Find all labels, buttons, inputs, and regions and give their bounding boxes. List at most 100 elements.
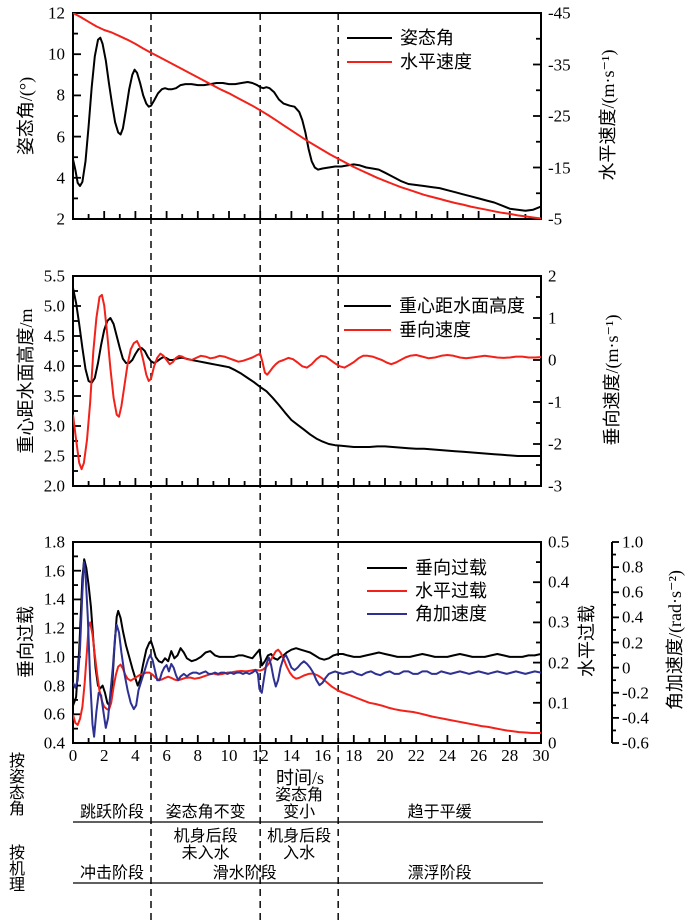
left-tick-label: 10 — [48, 44, 65, 64]
attitude-right-axis-title: 水平速度/(m·s⁻¹) — [598, 49, 618, 181]
left-tick-label: 2.0 — [43, 476, 65, 496]
left-tick-label: 6 — [56, 127, 66, 147]
height-left-axis-title: 重心距水面高度/m — [16, 308, 36, 454]
legend-line-swatch — [347, 37, 392, 39]
legend-line-swatch — [344, 329, 391, 331]
right2-tick-label: -0.6 — [622, 733, 649, 753]
legend-entry: 水平过载 — [367, 579, 487, 602]
right2-tick-label: 0.2 — [622, 633, 644, 652]
left-tick-label: 2.5 — [43, 446, 65, 466]
phase-label-mechanism: 冲击阶段 — [79, 865, 145, 882]
x-tick-label: 28 — [501, 746, 519, 765]
right2-tick-label: -0.4 — [622, 708, 649, 728]
legend-line-swatch — [367, 612, 407, 615]
phase-label-mechanism: 滑水阶段 — [212, 865, 277, 882]
x-tick-label: 22 — [407, 746, 425, 765]
series-垂向过载 — [73, 558, 541, 707]
x-tick-label: 14 — [282, 746, 300, 765]
legend-entry: 姿态角 — [347, 26, 472, 50]
legend-subplot-3: 垂向过载 水平过载 角加速度 — [367, 556, 487, 625]
left-tick-label: 1.4 — [43, 589, 65, 609]
left-tick-label: 2 — [56, 209, 66, 229]
left-tick-label: 4 — [56, 168, 66, 188]
right-tick-label: -3 — [548, 476, 563, 496]
legend-label: 水平过载 — [415, 580, 487, 601]
right2-tick-label: 0.8 — [622, 557, 644, 577]
legend-subplot-2: 重心距水面高度 垂向速度 — [344, 294, 525, 342]
right-tick-label: -5 — [548, 209, 563, 229]
right2-tick-label: 0.6 — [622, 582, 644, 602]
left-tick-label: 3.0 — [43, 416, 65, 436]
series-水平过载 — [73, 621, 541, 734]
right-tick-label: 0 — [548, 350, 557, 370]
phase-label-mechanism: 漂浮阶段 — [407, 865, 472, 882]
phase-label-attitude: 跳跃阶段 — [79, 804, 145, 821]
x-tick-label: 18 — [345, 746, 363, 765]
series-姿态角 — [73, 36, 541, 212]
legend-entry: 垂向速度 — [344, 318, 525, 342]
right2-tick-label: 1.0 — [622, 532, 644, 552]
left-tick-label: 8 — [56, 85, 66, 105]
left-tick-label: 0.4 — [43, 733, 65, 753]
hload-right-axis-title: 水平过载 — [577, 605, 597, 677]
left-tick-label: 4.0 — [43, 356, 65, 376]
right-tick-label: 0.1 — [548, 693, 570, 713]
x-axis-title: 时间/s — [275, 768, 325, 788]
x-tick-label: 2 — [99, 746, 109, 765]
vload-left-axis-title: 垂向过载 — [16, 606, 36, 678]
x-tick-label: 16 — [314, 746, 332, 765]
series-重心距水面高度 — [73, 287, 541, 457]
x-tick-label: 20 — [376, 746, 394, 765]
right-tick-label: -45 — [548, 3, 571, 23]
legend-label: 垂向过载 — [415, 557, 487, 578]
series-垂向速度 — [73, 293, 541, 471]
legend-label: 角加速度 — [415, 603, 487, 624]
side-label-by-attitude: 按姿态角 — [8, 753, 25, 818]
x-tick-label: 12 — [251, 746, 269, 765]
angacc-right-axis-title: 角加速度/(rad·s⁻²) — [665, 570, 685, 710]
plot-frame — [72, 275, 542, 487]
right2-tick-label: -0.2 — [622, 683, 649, 703]
right-tick-label: -25 — [548, 106, 571, 126]
legend-entry: 垂向过载 — [367, 556, 487, 579]
x-tick-label: 10 — [220, 746, 238, 765]
legend-entry: 水平速度 — [347, 50, 472, 74]
left-tick-label: 1.2 — [43, 618, 65, 638]
legend-subplot-1: 姿态角 水平速度 — [347, 26, 472, 74]
plot-frame — [72, 12, 542, 220]
legend-label: 重心距水面高度 — [399, 296, 525, 316]
phase-note-fuselage: 机身后段 入水 — [267, 828, 332, 862]
series-角加速度 — [73, 561, 541, 738]
left-tick-label: 0.6 — [43, 704, 65, 724]
legend-line-swatch — [344, 305, 391, 307]
left-tick-label: 1.8 — [43, 532, 65, 552]
legend-label: 姿态角 — [400, 28, 454, 48]
x-tick-label: 26 — [470, 746, 488, 765]
left-tick-label: 1.6 — [43, 561, 65, 581]
right2-tick-label: 0 — [622, 658, 631, 678]
right2-tick-label: 0.4 — [622, 607, 644, 627]
phase-label-attitude: 姿态角 变小 — [275, 787, 324, 821]
left-tick-label: 1.0 — [43, 647, 65, 667]
left-tick-label: 3.5 — [43, 386, 65, 406]
right-tick-label: -15 — [548, 158, 571, 177]
left-tick-label: 4.5 — [43, 326, 65, 346]
x-tick-label: 6 — [162, 746, 171, 765]
left-tick-label: 0.8 — [43, 676, 65, 696]
x-tick-label: 30 — [532, 746, 550, 765]
right-tick-label: 0.3 — [548, 612, 570, 632]
legend-entry: 重心距水面高度 — [344, 294, 525, 318]
legend-line-swatch — [347, 61, 392, 63]
legend-line-swatch — [367, 566, 407, 569]
x-tick-label: 8 — [193, 746, 203, 765]
legend-label: 水平速度 — [400, 52, 472, 72]
legend-label: 垂向速度 — [399, 320, 471, 340]
attitude-left-axis-title: 姿态角/(°) — [16, 76, 36, 156]
legend-entry: 角加速度 — [367, 602, 487, 625]
right-tick-label: -35 — [548, 55, 571, 74]
x-tick-label: 4 — [131, 746, 140, 765]
side-label-by-mechanism: 按机理 — [8, 845, 25, 894]
x-tick-label: 24 — [438, 746, 456, 765]
